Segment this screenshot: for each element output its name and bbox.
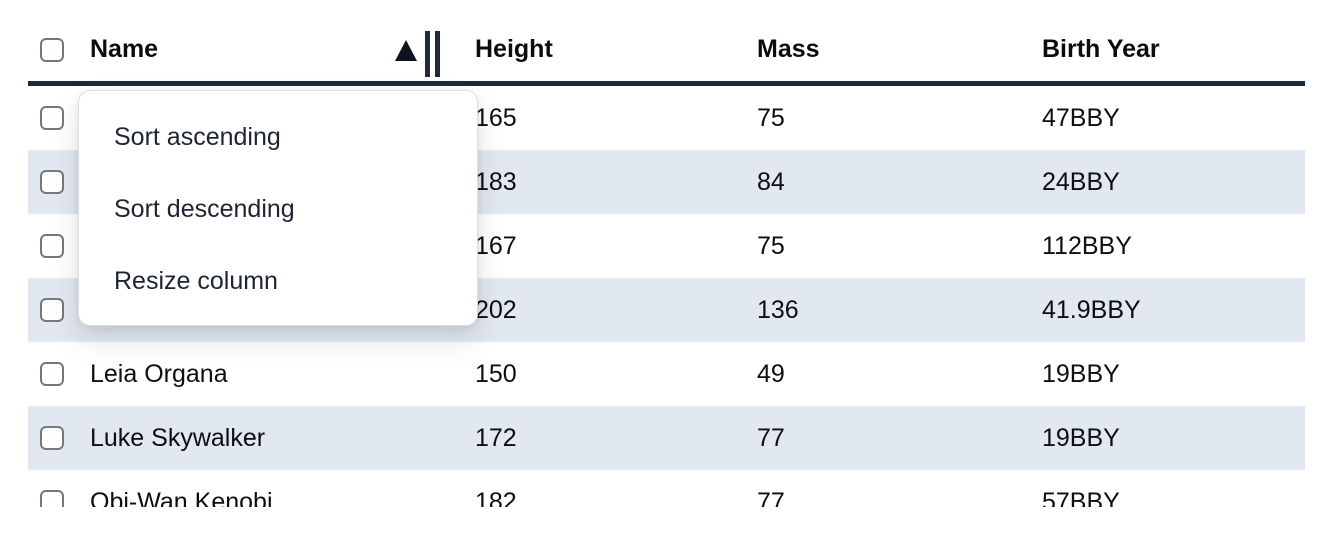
cell-birth-year: 41.9BBY [1042, 295, 1141, 324]
row-checkbox[interactable] [40, 106, 64, 130]
column-header-name[interactable]: Name [78, 18, 462, 81]
cell-mass: 75 [757, 231, 785, 260]
table-row: Leia Organa 150 49 19BBY [28, 342, 1305, 406]
cell-height: 172 [475, 423, 517, 452]
cell-mass: 84 [757, 167, 785, 196]
cell-height: 202 [475, 295, 517, 324]
cell-name: Obi-Wan Kenobi [90, 487, 273, 508]
column-header-birth-year[interactable]: Birth Year [1042, 35, 1160, 63]
column-header-height[interactable]: Height [475, 35, 553, 63]
cell-name: Luke Skywalker [90, 423, 266, 452]
cell-birth-year: 112BBY [1042, 231, 1132, 260]
column-header-name-label: Name [90, 35, 159, 63]
cell-mass: 77 [757, 423, 785, 452]
cell-birth-year: 24BBY [1042, 167, 1120, 196]
cell-mass: 75 [757, 103, 785, 132]
table-header-row: Name Height Mass Birth Year [28, 0, 1305, 86]
row-checkbox[interactable] [40, 234, 64, 258]
cell-mass: 77 [757, 487, 785, 508]
table-row: Obi-Wan Kenobi 182 77 57BBY [28, 470, 1305, 507]
sort-ascending-icon [395, 39, 417, 61]
select-all-checkbox[interactable] [40, 37, 64, 62]
row-checkbox[interactable] [40, 426, 64, 450]
cell-birth-year: 57BBY [1042, 487, 1120, 508]
menu-item-resize-column[interactable]: Resize column [114, 266, 278, 295]
column-context-menu: Sort ascending Sort descending Resize co… [78, 90, 478, 326]
cell-mass: 136 [757, 295, 799, 324]
menu-item-sort-descending[interactable]: Sort descending [114, 194, 295, 223]
column-header-mass[interactable]: Mass [757, 35, 820, 63]
row-checkbox[interactable] [40, 490, 64, 507]
cell-birth-year: 19BBY [1042, 359, 1120, 388]
cell-birth-year: 47BBY [1042, 103, 1120, 132]
cell-height: 165 [475, 103, 517, 132]
header-checkbox-cell [28, 37, 78, 62]
column-resize-handle[interactable] [425, 30, 440, 77]
cell-height: 182 [475, 487, 517, 508]
menu-item-sort-ascending[interactable]: Sort ascending [114, 122, 281, 151]
table-row: Luke Skywalker 172 77 19BBY [28, 406, 1305, 470]
row-checkbox[interactable] [40, 170, 64, 194]
cell-height: 183 [475, 167, 517, 196]
row-checkbox[interactable] [40, 362, 64, 386]
cell-height: 167 [475, 231, 517, 260]
cell-mass: 49 [757, 359, 785, 388]
cell-birth-year: 19BBY [1042, 423, 1120, 452]
cell-name: Leia Organa [90, 359, 228, 388]
row-checkbox[interactable] [40, 298, 64, 322]
cell-height: 150 [475, 359, 517, 388]
